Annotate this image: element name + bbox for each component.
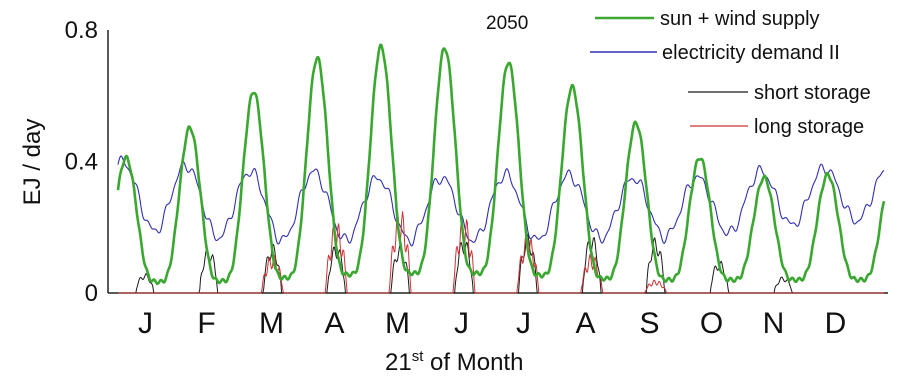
x-tick-label: N [763,307,786,340]
series-layer [116,43,886,294]
y-axis-label: EJ / day [19,119,46,206]
x-axis-label: 21st of Month [385,348,523,376]
legend-label-short: short storage [754,82,871,104]
x-tick-label: F [197,307,216,340]
x-tick-label: M [259,307,285,340]
x-axis-label-rest: of Month [423,349,523,376]
x-tick-label: S [639,307,660,340]
legend-label-supply: sun + wind supply [660,8,820,30]
y-tick-labels: 0 0.4 0.8 [65,17,98,307]
x-tick-label: J [138,307,154,340]
x-tick-label: J [454,307,470,340]
x-tick-label: A [575,307,596,340]
y-tick-label: 0 [85,280,98,307]
y-tick-label: 0.4 [65,149,98,176]
supply-line [116,43,886,286]
x-tick-label: J [516,307,532,340]
y-tick-label: 0.8 [65,17,98,44]
chart-title: 2050 [486,13,528,34]
x-axis-label-sup: st [412,348,425,365]
legend-label-demand: electricity demand II [662,42,840,64]
x-axis-label-main: 21 [385,349,412,376]
x-tick-label: A [324,307,345,340]
x-tick-label: D [825,307,848,340]
legend: sun + wind supply electricity demand II … [590,8,871,138]
long-storage-line [118,211,884,294]
demand-line [117,155,885,247]
x-tick-label: O [700,307,724,340]
legend-label-long: long storage [754,116,864,138]
x-tick-label: M [385,307,411,340]
